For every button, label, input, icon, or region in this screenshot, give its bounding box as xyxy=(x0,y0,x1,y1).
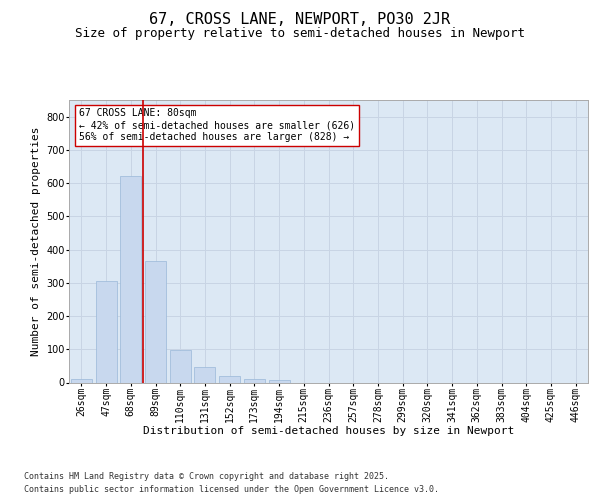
Text: 67 CROSS LANE: 80sqm
← 42% of semi-detached houses are smaller (626)
56% of semi: 67 CROSS LANE: 80sqm ← 42% of semi-detac… xyxy=(79,108,356,142)
Bar xyxy=(244,379,265,382)
Bar xyxy=(145,261,166,382)
Bar xyxy=(120,176,141,382)
Text: Contains HM Land Registry data © Crown copyright and database right 2025.: Contains HM Land Registry data © Crown c… xyxy=(24,472,389,481)
Text: 67, CROSS LANE, NEWPORT, PO30 2JR: 67, CROSS LANE, NEWPORT, PO30 2JR xyxy=(149,12,451,28)
Bar xyxy=(219,376,240,382)
Bar xyxy=(194,366,215,382)
Text: Contains public sector information licensed under the Open Government Licence v3: Contains public sector information licen… xyxy=(24,485,439,494)
Bar xyxy=(95,281,116,382)
Y-axis label: Number of semi-detached properties: Number of semi-detached properties xyxy=(31,126,41,356)
Bar xyxy=(170,350,191,382)
X-axis label: Distribution of semi-detached houses by size in Newport: Distribution of semi-detached houses by … xyxy=(143,426,514,436)
Bar xyxy=(269,380,290,382)
Text: Size of property relative to semi-detached houses in Newport: Size of property relative to semi-detach… xyxy=(75,28,525,40)
Bar xyxy=(71,378,92,382)
